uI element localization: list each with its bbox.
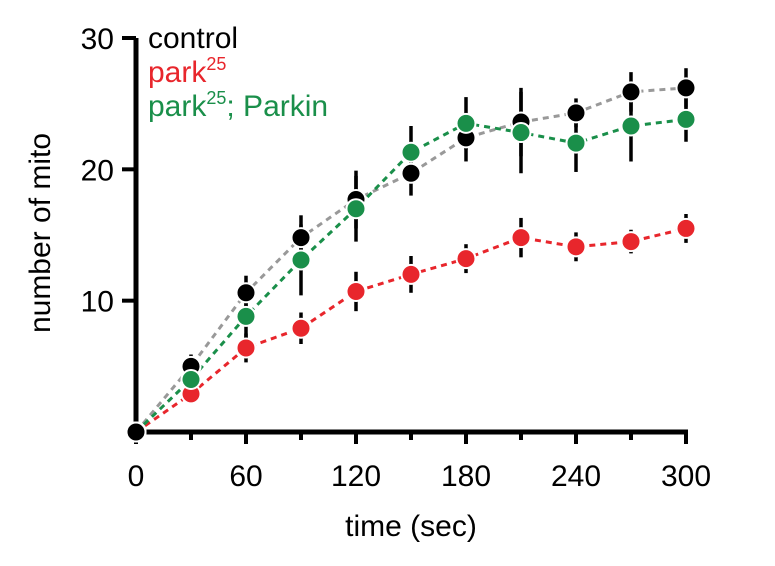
legend-suffix: ; Parkin [226,90,328,123]
data-point [675,108,697,130]
data-point [400,141,422,163]
x-tick-label: 300 [661,460,711,493]
legend-superscript: 25 [206,88,226,108]
y-tick-label: 20 [81,154,114,187]
x-tick-label: 60 [229,460,262,493]
x-tick-label: 180 [441,460,491,493]
data-point [345,280,367,302]
data-point [290,227,312,249]
legend-label: park [148,56,207,89]
data-point [345,198,367,220]
series-line-2 [134,117,687,434]
y-tick-label: 30 [81,23,114,56]
data-point [400,263,422,285]
data-point [675,217,697,239]
data-point [290,317,312,339]
ticks: 0 60 120 180 240 300 10 20 30 [81,23,711,493]
data-point [180,368,202,390]
data-point [565,236,587,258]
data-point [235,305,257,327]
y-tick-label: 10 [81,286,114,319]
data-point [510,227,532,249]
legend-entry: park25 [148,54,226,89]
data-point [455,112,477,134]
data-point [675,77,697,99]
data-point [290,249,312,271]
series-line-0 [134,86,687,433]
legend-entry: control [148,22,238,55]
data-point [620,231,642,253]
data-point [400,162,422,184]
legend-label: park [148,90,207,123]
data-point [235,337,257,359]
data-point [455,248,477,270]
data-point [620,115,642,137]
x-tick-label: 240 [551,460,601,493]
data-point [510,122,532,144]
x-axis-title: time (sec) [345,510,477,543]
legend-superscript: 25 [206,54,226,74]
legend-entry: park25; Parkin [148,88,328,123]
data-point [620,81,642,103]
data-point [565,132,587,154]
x-tick-label: 0 [128,460,145,493]
series-layer [125,68,697,443]
y-axis-title: number of mito [24,133,57,333]
legend-label: control [148,22,238,55]
data-point [565,102,587,124]
data-point [125,421,147,443]
x-tick-label: 120 [331,460,381,493]
data-point [235,282,257,304]
